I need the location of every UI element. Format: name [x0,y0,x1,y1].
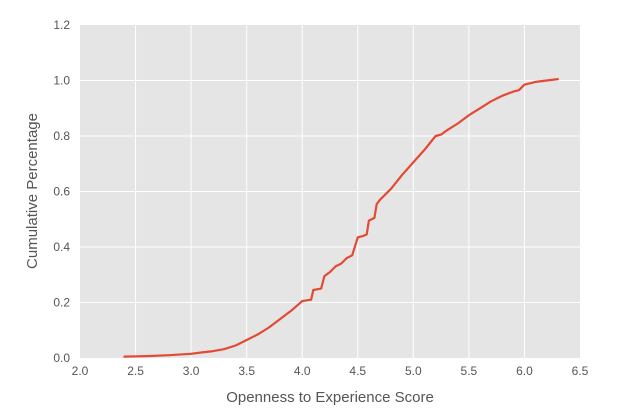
x-tick-label: 5.0 [405,364,422,378]
y-tick-label: 0.0 [53,351,70,365]
grid-lines [80,25,580,358]
x-tick-label: 5.5 [461,364,478,378]
x-tick-label: 6.5 [572,364,589,378]
y-tick-label: 0.2 [53,296,70,310]
y-tick-label: 0.4 [53,240,70,254]
x-tick-label: 4.0 [294,364,311,378]
cdf-line [123,77,559,358]
y-tick-labels: 0.0 0.2 0.4 0.6 0.8 1.0 1.2 [53,18,70,365]
y-tick-label: 0.6 [53,185,70,199]
y-tick-label: 1.2 [53,18,70,32]
x-tick-label: 4.5 [349,364,366,378]
x-tick-label: 6.0 [516,364,533,378]
y-tick-label: 1.0 [53,74,70,88]
y-axis-title: Cumulative Percentage [24,113,41,269]
x-tick-label: 3.0 [183,364,200,378]
x-axis-title: Openness to Experience Score [226,389,434,406]
y-tick-label: 0.8 [53,129,70,143]
x-tick-label: 2.5 [127,364,144,378]
x-tick-labels: 2.0 2.5 3.0 3.5 4.0 4.5 5.0 5.5 6.0 6.5 [72,364,589,378]
series-layer [123,77,559,358]
x-tick-label: 3.5 [238,364,255,378]
x-tick-label: 2.0 [72,364,89,378]
